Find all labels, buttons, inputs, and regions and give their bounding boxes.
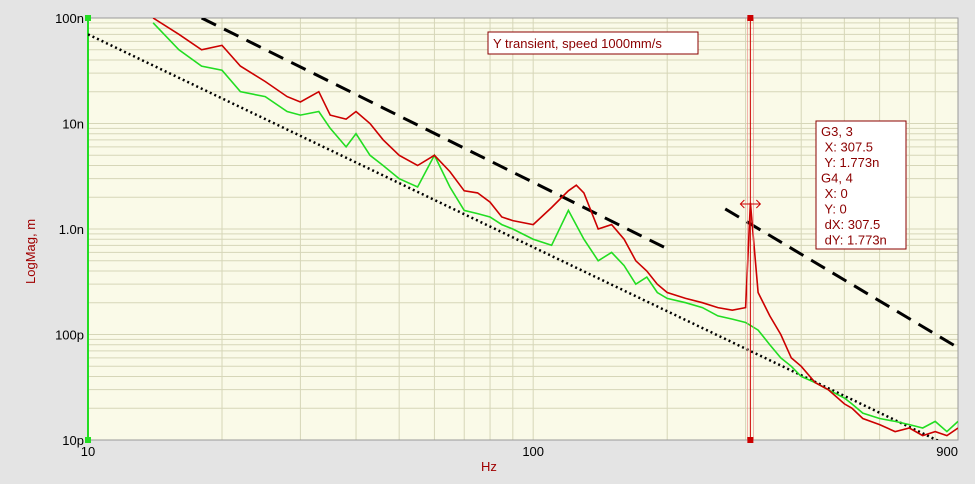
y-axis-handle-bottom[interactable] bbox=[85, 437, 91, 443]
y-tick-label: 10n bbox=[62, 117, 84, 132]
series-red-line bbox=[152, 18, 958, 437]
cursor-layer bbox=[739, 15, 762, 443]
x-axis-label: Hz bbox=[481, 459, 497, 474]
y-tick-label: 1.0n bbox=[59, 222, 84, 237]
dotted-reference-line bbox=[88, 33, 940, 440]
cursor-handle-bottom[interactable] bbox=[747, 437, 754, 443]
chart-title: Y transient, speed 1000mm/s bbox=[493, 36, 662, 51]
readout-line: dX: 307.5 bbox=[821, 217, 880, 232]
x-tick-label: 10 bbox=[81, 444, 95, 459]
readout-line: X: 0 bbox=[821, 186, 848, 201]
dashed-reference-line bbox=[724, 207, 958, 349]
cursor-arrow-right-icon bbox=[756, 199, 762, 209]
series-green-line bbox=[152, 22, 958, 433]
readout-line: G3, 3 bbox=[821, 124, 853, 139]
readout-line: Y: 1.773n bbox=[821, 155, 879, 170]
readout-line: Y: 0 bbox=[821, 202, 847, 217]
y-tick-label: 100p bbox=[55, 328, 84, 343]
grid-lines bbox=[85, 15, 959, 443]
x-tick-label: 900 bbox=[936, 444, 958, 459]
y-axis-label: LogMag, m bbox=[23, 219, 38, 284]
tick-labels: 10 100 900 100n 10n 1.0n 100p 10p bbox=[55, 11, 958, 459]
readout-box bbox=[815, 120, 907, 250]
readout-line: dY: 1.773n bbox=[821, 233, 887, 248]
y-axis-handle-top[interactable] bbox=[85, 15, 91, 21]
cursor-handle-top[interactable] bbox=[747, 15, 754, 21]
reference-lines bbox=[88, 18, 958, 440]
title-box bbox=[487, 31, 699, 55]
series-layer bbox=[152, 18, 958, 437]
cursor-arrow-left-icon bbox=[739, 199, 745, 209]
readout-line: G4, 4 bbox=[821, 171, 853, 186]
y-tick-label: 10p bbox=[62, 433, 84, 448]
x-tick-label: 100 bbox=[522, 444, 544, 459]
y-tick-label: 100n bbox=[55, 11, 84, 26]
dashed-reference-line bbox=[200, 18, 668, 251]
readout-line: X: 307.5 bbox=[821, 140, 873, 155]
title-layer: Y transient, speed 1000mm/s bbox=[487, 31, 699, 55]
